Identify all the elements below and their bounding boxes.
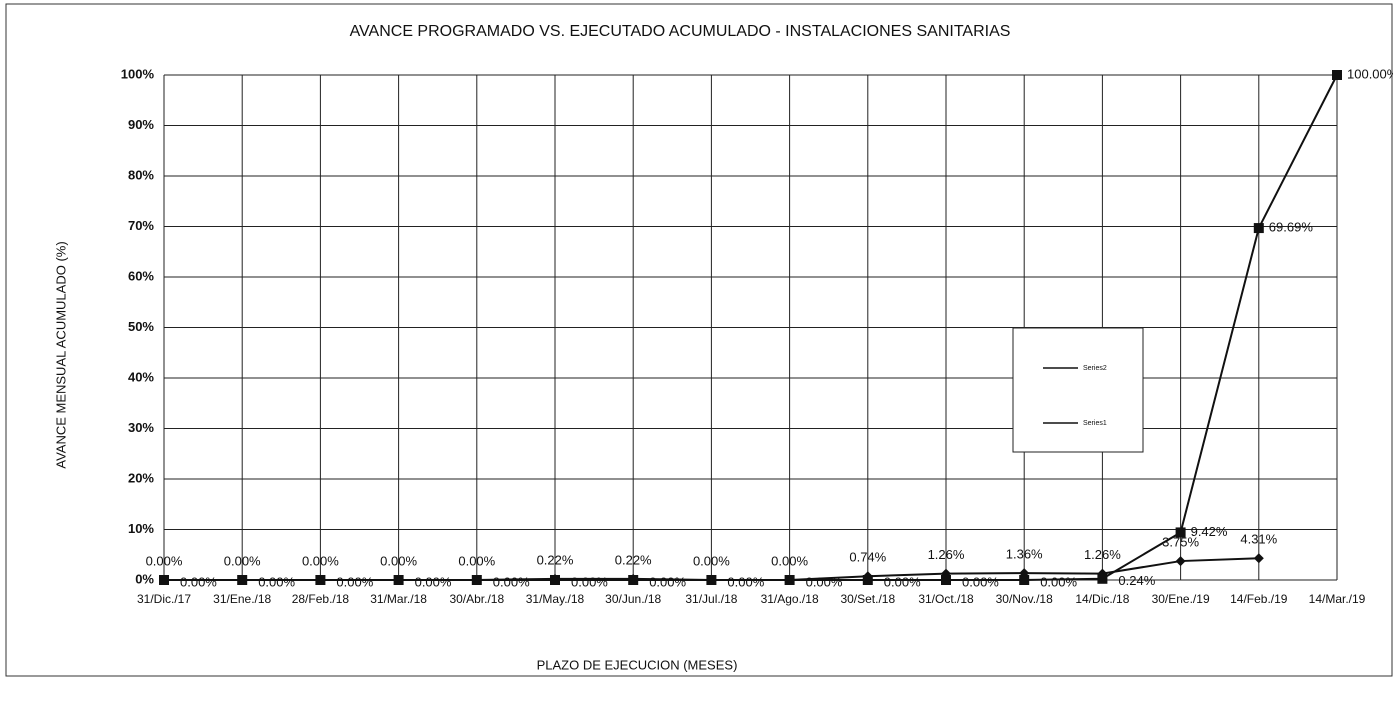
marker [1253,223,1264,234]
y-tick-label: 40% [128,369,154,384]
marker [706,575,717,585]
data-label: 0.00% [571,574,608,589]
marker [237,575,248,585]
data-label: 1.36% [1006,547,1043,562]
data-label: 0.00% [771,553,808,568]
data-label: 0.00% [693,553,730,568]
x-tick-label: 31/Ene./18 [213,592,271,606]
data-label: 0.00% [336,574,373,589]
legend-box [1012,327,1144,453]
x-tick-label: 31/Oct./18 [918,592,974,606]
marker [1332,70,1342,80]
data-label: 69.69% [1269,220,1314,235]
marker [1019,575,1030,585]
legend-label: Series2 [1083,365,1107,372]
y-tick-label: 30% [128,420,154,435]
marker [393,575,404,585]
x-axis-title: PLAZO DE EJECUCION (MESES) [537,657,738,672]
x-tick-label: 14/Dic./18 [1075,592,1129,606]
data-label: 0.22% [537,552,574,567]
data-label: 0.00% [962,574,999,589]
data-label: 1.26% [928,547,965,562]
data-label: 0.74% [849,550,886,565]
marker [471,575,482,585]
marker [628,575,639,585]
data-label: 0.00% [180,574,217,589]
x-tick-label: 30/Jun./18 [605,592,661,606]
chart-frame [5,3,1393,677]
x-tick-label: 31/Jul./18 [685,592,737,606]
y-tick-label: 100% [121,66,155,81]
x-tick-label: 14/Feb./19 [1230,592,1288,606]
y-tick-label: 70% [128,218,154,233]
data-label: 0.00% [146,553,183,568]
y-tick-label: 10% [128,521,154,536]
legend-label: Series1 [1083,420,1107,427]
marker [1097,573,1108,584]
x-tick-label: 30/Ene./19 [1152,592,1210,606]
x-tick-label: 14/Mar./19 [1309,592,1366,606]
x-tick-label: 31/May./18 [526,592,585,606]
data-label: 0.00% [806,574,843,589]
marker [941,575,951,585]
data-label: 100.00% [1347,66,1393,81]
y-tick-label: 80% [128,167,154,182]
marker [159,575,169,585]
x-tick-label: 30/Abr./18 [449,592,504,606]
y-axis-title: AVANCE MENSUAL ACUMULADO (%) [53,241,68,468]
data-label: 0.00% [727,574,764,589]
data-label: 0.00% [884,574,921,589]
marker [784,575,795,585]
x-tick-label: 28/Feb./18 [292,592,350,606]
data-label: 0.00% [493,574,530,589]
marker [1253,553,1264,564]
y-tick-label: 50% [128,319,154,334]
data-label: 0.00% [224,553,261,568]
y-tick-label: 0% [135,571,154,586]
data-label: 0.00% [415,574,452,589]
x-tick-label: 30/Nov./18 [996,592,1053,606]
data-label: 0.00% [258,574,295,589]
x-tick-label: 31/Mar./18 [370,592,427,606]
data-label: 4.31% [1240,532,1277,547]
marker [1175,527,1186,538]
y-tick-label: 90% [128,117,154,132]
marker [1175,556,1186,567]
x-tick-label: 31/Ago./18 [761,592,819,606]
marker [315,575,326,585]
data-label: 9.42% [1191,524,1228,539]
x-tick-label: 31/Dic./17 [137,592,191,606]
data-label: 0.00% [380,553,417,568]
data-label: 0.24% [1118,573,1155,588]
chart-title: AVANCE PROGRAMADO VS. EJECUTADO ACUMULAD… [350,23,1011,40]
x-tick-label: 30/Set./18 [840,592,895,606]
data-label: 1.26% [1084,547,1121,562]
data-label: 0.22% [615,552,652,567]
data-label: 0.00% [649,574,686,589]
series-line [164,74,1338,581]
y-tick-label: 20% [128,470,154,485]
data-label: 0.00% [302,553,339,568]
data-label: 0.00% [1040,574,1077,589]
y-tick-label: 60% [128,268,154,283]
marker [862,575,873,585]
data-label: 0.00% [458,553,495,568]
marker [550,575,560,585]
